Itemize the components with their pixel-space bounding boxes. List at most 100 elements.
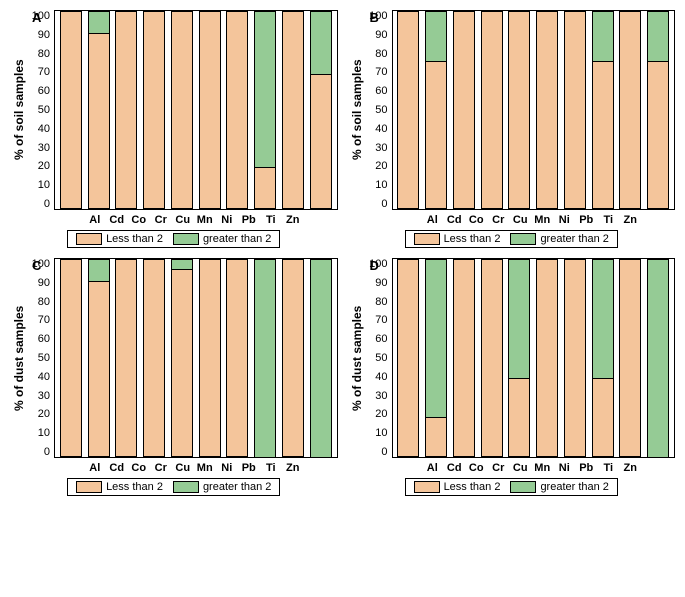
- panel-label: D: [370, 258, 379, 273]
- bar-Cr: [143, 259, 165, 457]
- bar-Cd: [425, 11, 447, 209]
- bar-segment-less: [171, 11, 193, 209]
- legend-swatch: [510, 481, 536, 493]
- bar-Zn: [647, 11, 669, 209]
- legend-label: Less than 2: [106, 481, 163, 493]
- bar-segment-less: [619, 259, 641, 457]
- panel-label: C: [32, 258, 41, 273]
- legend: Less than 2 greater than 2: [67, 230, 280, 248]
- bar-Cu: [171, 259, 193, 457]
- bar-segment-less: [453, 259, 475, 457]
- bar-segment-greater: [88, 11, 110, 33]
- legend-item-less: Less than 2: [414, 481, 501, 493]
- bar-Ni: [226, 11, 248, 209]
- bar-Cu: [171, 11, 193, 209]
- panel-label: A: [32, 10, 41, 25]
- legend-swatch: [173, 481, 199, 493]
- legend-item-greater: greater than 2: [173, 233, 272, 245]
- bar-Co: [453, 259, 475, 457]
- legend-swatch: [76, 233, 102, 245]
- x-axis-labels: AlCdCoCrCuMnNiPbTiZn: [82, 458, 306, 474]
- bar-segment-less: [397, 11, 419, 209]
- bar-segment-less: [60, 259, 82, 457]
- y-axis-label: % of soil samples: [10, 10, 28, 210]
- bar-Ti: [619, 259, 641, 457]
- bar-Ti: [282, 259, 304, 457]
- plot-area: [54, 258, 338, 458]
- bar-Cd: [88, 259, 110, 457]
- bar-Ni: [564, 11, 586, 209]
- bar-Ti: [619, 11, 641, 209]
- panel-B: B % of soil samples1009080706050403020100…: [348, 10, 676, 248]
- bar-Al: [397, 259, 419, 457]
- bar-segment-less: [397, 259, 419, 457]
- bar-segment-less: [425, 417, 447, 457]
- bar-segment-greater: [647, 259, 669, 457]
- y-axis-ticks: 1009080706050403020100: [28, 258, 54, 458]
- legend-swatch: [510, 233, 536, 245]
- bar-Al: [60, 11, 82, 209]
- bar-Mn: [536, 259, 558, 457]
- bar-Ti: [282, 11, 304, 209]
- panel-A: A% of soil samples1009080706050403020100…: [10, 10, 338, 248]
- bar-segment-less: [143, 11, 165, 209]
- plot-area: [392, 10, 676, 210]
- panel-D: D% of dust samples1009080706050403020100…: [348, 258, 676, 496]
- legend-swatch: [76, 481, 102, 493]
- bar-segment-greater: [592, 11, 614, 61]
- y-axis-ticks: 1009080706050403020100: [366, 258, 392, 458]
- bar-segment-less: [143, 259, 165, 457]
- bar-segment-less: [481, 11, 503, 209]
- legend-label: greater than 2: [540, 481, 609, 493]
- bar-segment-less: [536, 11, 558, 209]
- bar-Zn: [647, 259, 669, 457]
- bar-Mn: [536, 11, 558, 209]
- legend-label: Less than 2: [444, 481, 501, 493]
- legend-label: Less than 2: [106, 233, 163, 245]
- bar-Al: [397, 11, 419, 209]
- bar-segment-less: [481, 259, 503, 457]
- bar-segment-less: [199, 11, 221, 209]
- y-axis-ticks: 1009080706050403020100: [366, 10, 392, 210]
- panel-label: B: [370, 10, 379, 25]
- legend-label: greater than 2: [203, 233, 272, 245]
- legend-item-greater: greater than 2: [510, 233, 609, 245]
- bar-Pb: [254, 11, 276, 209]
- bar-segment-greater: [592, 259, 614, 378]
- bar-Pb: [592, 11, 614, 209]
- y-axis-label: % of soil samples: [348, 10, 366, 210]
- bar-segment-less: [171, 269, 193, 457]
- plot-area: [54, 10, 338, 210]
- bar-segment-less: [254, 167, 276, 209]
- bar-segment-greater: [171, 259, 193, 269]
- bar-Mn: [199, 259, 221, 457]
- bar-Co: [453, 11, 475, 209]
- bar-segment-less: [282, 259, 304, 457]
- bar-segment-less: [226, 259, 248, 457]
- bar-segment-less: [564, 11, 586, 209]
- legend-label: greater than 2: [540, 233, 609, 245]
- bar-segment-greater: [647, 11, 669, 61]
- bar-Co: [115, 259, 137, 457]
- bar-Cr: [481, 11, 503, 209]
- x-axis-labels: AlCdCoCrCuMnNiPbTiZn: [82, 210, 306, 226]
- bar-segment-less: [508, 378, 530, 457]
- bar-segment-greater: [88, 259, 110, 281]
- bar-segment-less: [425, 61, 447, 210]
- chart-grid: A% of soil samples1009080706050403020100…: [10, 10, 675, 496]
- bar-Cr: [481, 259, 503, 457]
- legend-swatch: [414, 481, 440, 493]
- bar-segment-less: [88, 281, 110, 457]
- bar-segment-less: [282, 11, 304, 209]
- x-axis-labels: AlCdCoCrCuMnNiPbTiZn: [419, 210, 643, 226]
- legend-item-greater: greater than 2: [173, 481, 272, 493]
- bar-segment-less: [619, 11, 641, 209]
- legend-label: Less than 2: [444, 233, 501, 245]
- bar-segment-less: [226, 11, 248, 209]
- legend-swatch: [173, 233, 199, 245]
- bar-segment-less: [453, 11, 475, 209]
- bar-Cd: [425, 259, 447, 457]
- bar-Cu: [508, 259, 530, 457]
- legend-item-greater: greater than 2: [510, 481, 609, 493]
- bar-segment-less: [88, 33, 110, 209]
